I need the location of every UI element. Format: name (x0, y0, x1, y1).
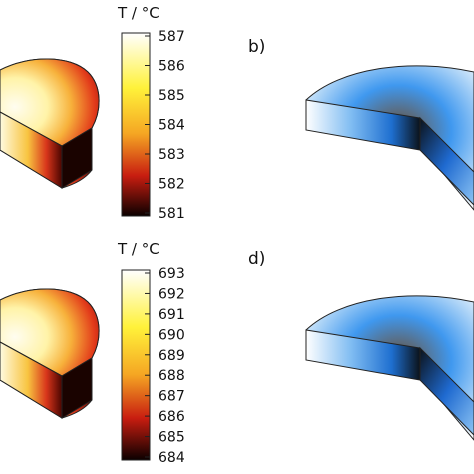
panel-a: T / °C 587 586 585 584 583 582 581 (0, 4, 185, 222)
colorbar-tick-label: 684 (158, 450, 185, 466)
colorbar-tick-label: 685 (158, 430, 185, 446)
colorbar-tick-label: 692 (158, 286, 185, 302)
colorbar-tick-label: 689 (158, 348, 185, 364)
panel-d: d) (248, 249, 474, 441)
colorbar-tick-label: 583 (158, 147, 185, 163)
blue-disk-model-d (305, 295, 474, 441)
colorbar-tick-label: 586 (158, 59, 185, 75)
colorbar-tick-label: 690 (158, 327, 185, 343)
colorbar-ticks: 693 692 691 690 689 688 687 686 685 684 (145, 266, 185, 466)
colorbar-tick-label: 691 (158, 307, 185, 323)
colorbar-tick-label: 582 (158, 177, 185, 193)
colorbar-a: T / °C 587 586 585 584 583 582 581 (117, 4, 185, 222)
colorbar-tick-label: 693 (158, 266, 185, 282)
colorbar-tick-label: 587 (158, 29, 185, 45)
colorbar-c: T / °C 693 692 691 690 689 688 687 686 685 684 (117, 240, 185, 466)
colorbar-tick-label: 688 (158, 368, 185, 384)
colorbar-title: T / °C (117, 240, 160, 258)
blue-disk-model-b (305, 65, 474, 211)
hot-disk-model-c (0, 288, 100, 419)
hot-disk-model-a (0, 58, 100, 189)
colorbar-title: T / °C (117, 4, 160, 22)
colorbar-tick-label: 585 (158, 88, 185, 104)
panel-label: d) (248, 249, 265, 269)
panel-c: T / °C 693 692 691 690 689 688 687 686 685 684 (0, 240, 185, 466)
colorbar-tick-label: 581 (158, 206, 185, 222)
colorbar-tick-label: 687 (158, 389, 185, 405)
panel-b: b) (248, 37, 474, 211)
colorbar-ticks: 587 586 585 584 583 582 581 (145, 29, 185, 222)
colorbar-tick-label: 584 (158, 118, 185, 134)
colorbar-tick-label: 686 (158, 409, 185, 425)
panel-label: b) (248, 37, 265, 57)
colorbar-strip (121, 269, 151, 461)
